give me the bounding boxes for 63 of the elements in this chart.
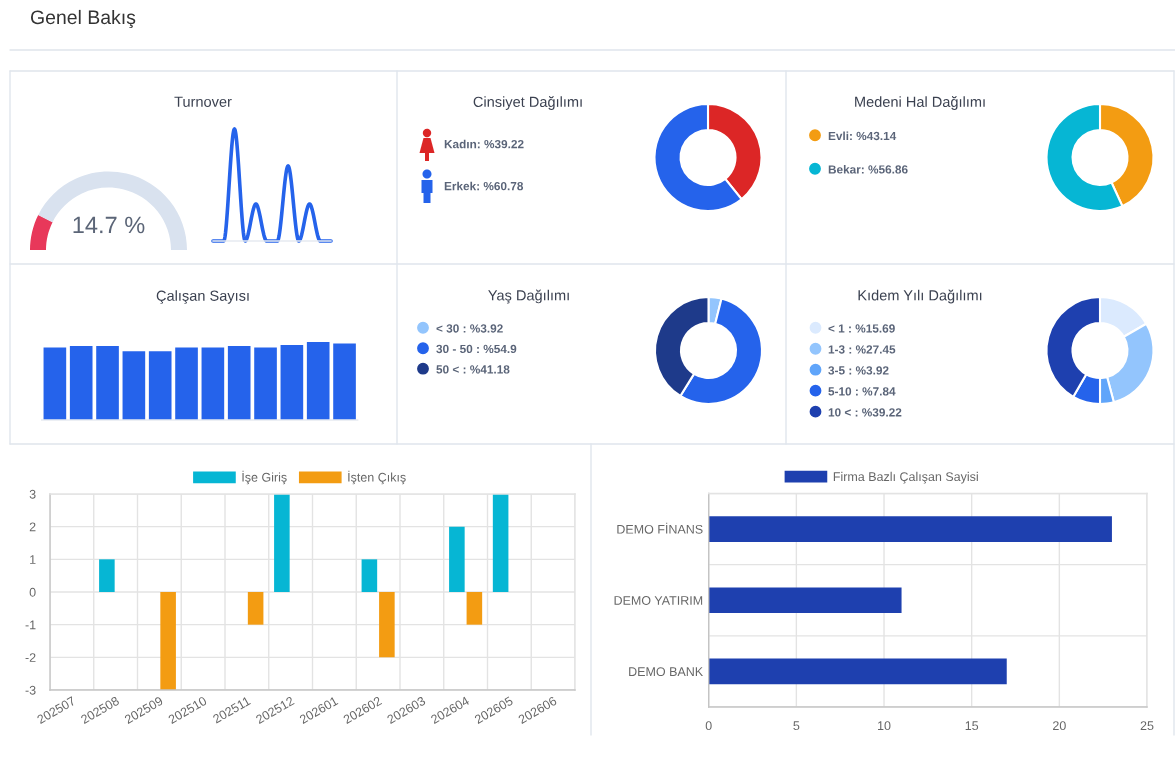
bar <box>247 592 264 625</box>
x-tick-label: 20 <box>1053 721 1066 731</box>
bar <box>254 347 277 420</box>
y-tick-label: DEMO FİNANS <box>617 522 703 534</box>
bar <box>708 587 902 614</box>
bar <box>449 526 465 592</box>
bar <box>96 345 119 420</box>
legend-label: Firma Bazlı Çalışan Sayisi <box>833 471 978 484</box>
bar <box>708 658 1007 685</box>
x-tick-label: 15 <box>965 721 979 731</box>
y-tick-label: 2 <box>29 522 36 532</box>
bar <box>227 345 251 420</box>
y-tick-label: 1 <box>30 555 36 564</box>
bar <box>466 592 483 625</box>
bar <box>274 494 290 592</box>
text: 14.7 % <box>73 216 145 234</box>
bar <box>160 592 176 690</box>
y-tick-label: 3 <box>29 489 36 499</box>
bar <box>379 592 395 658</box>
legend-label: Evli: %43.14 <box>828 131 897 141</box>
legend-label: Erkek: %60.78 <box>444 181 524 191</box>
legend-label: Kadın: %39.22 <box>444 139 524 149</box>
bar <box>201 347 225 420</box>
y-tick-label: -3 <box>25 685 36 695</box>
y-tick-label: -1 <box>25 620 36 630</box>
bar <box>492 494 509 592</box>
bar <box>708 516 1112 542</box>
bar <box>122 351 146 420</box>
chart-title: Turnover <box>174 96 232 107</box>
chart-title: Yaş Dağılımı <box>488 289 569 304</box>
x-tick-label: 25 <box>1140 721 1154 731</box>
bar <box>175 347 198 420</box>
bar <box>69 345 93 420</box>
legend-label: 10 < : %39.22 <box>828 408 902 417</box>
legend-label: 3-5 : %3.92 <box>828 366 889 375</box>
legend-label: 5-10 : %7.84 <box>828 387 896 396</box>
chart-title: Kıdem Yılı Dağılımı <box>858 289 982 304</box>
chart-title: Çalışan Sayısı <box>156 290 249 304</box>
bar <box>361 559 378 592</box>
y-tick-label: 0 <box>29 587 36 597</box>
y-tick-label: -2 <box>25 653 36 662</box>
chart-title: Medeni Hal Dağılımı <box>855 96 985 110</box>
legend-label: Bekar: %56.86 <box>828 164 908 174</box>
y-tick-label: DEMO YATIRIM <box>614 596 703 605</box>
legend-label: < 30 : %3.92 <box>436 324 503 333</box>
y-tick-label: DEMO BANK <box>629 667 703 677</box>
bar <box>280 345 304 420</box>
bar <box>99 559 115 592</box>
legend-label: < 1 : %15.69 <box>828 324 895 333</box>
legend-label: 50 < : %41.18 <box>436 365 510 374</box>
bar <box>148 351 172 420</box>
legend-label: İşe Giriş <box>242 470 287 485</box>
legend-label: İşten Çıkış <box>348 470 406 485</box>
legend-label: 1-3 : %27.45 <box>828 345 896 354</box>
chart-title: Cinsiyet Dağılımı <box>473 96 582 110</box>
bar <box>306 342 330 420</box>
x-tick-label: 5 <box>793 721 800 731</box>
text: Genel Bakış <box>30 9 136 29</box>
x-tick-label: 10 <box>878 721 891 731</box>
x-tick-label: 0 <box>705 721 712 731</box>
legend-label: 30 - 50 : %54.9 <box>436 344 517 354</box>
bar <box>333 343 356 420</box>
bar <box>43 347 67 420</box>
